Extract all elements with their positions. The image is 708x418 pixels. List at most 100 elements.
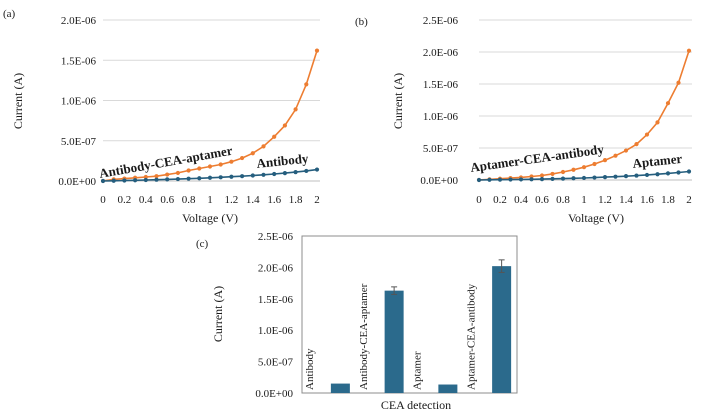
panel-a-point-antibody (186, 176, 191, 181)
panel-a-point-antibody-cea-aptamer (154, 174, 159, 179)
panel-a-point-antibody (293, 170, 298, 175)
panel-b-point-aptamer (560, 176, 566, 181)
panel-b-x-tick-label: 1.2 (598, 194, 612, 206)
panel-b-y-tick-label: 1.5E-06 (423, 79, 459, 91)
panel-c-category-label-aptamer-cea-antibody: Aptamer-CEA-antibody (465, 283, 477, 390)
panel-a-point-antibody-cea-aptamer (272, 134, 277, 139)
panel-b-x-tick-label: 0 (476, 194, 482, 206)
panel-a-point-antibody-cea-aptamer (261, 144, 266, 149)
panel-a-point-antibody (229, 174, 234, 179)
panel-a-point-antibody-cea-aptamer (165, 172, 170, 177)
panel-a-point-antibody-cea-aptamer (218, 162, 223, 167)
panel-b-point-aptamer (518, 177, 524, 182)
panel-a-point-antibody-cea-aptamer (293, 107, 298, 112)
panel-b-point-aptamer-cea-antibody (634, 142, 639, 147)
panel-a-point-antibody (175, 176, 180, 182)
panel-b-series (476, 48, 692, 183)
panel-b-point-aptamer (487, 177, 492, 182)
panel-b-point-aptamer-cea-antibody (655, 120, 660, 125)
panel-b-x-tick-label: 2 (686, 194, 692, 206)
panel-a-point-antibody (133, 178, 138, 183)
panel-c: (c) 0.0E+00 5.0E-07 1.0E-06 1.5E-06 2.0E-06 2… (196, 231, 518, 412)
panel-b-x-tick-label: 0.2 (493, 194, 507, 206)
panel-b-point-aptamer (644, 172, 650, 178)
panel-b-annotation-aptamer: Aptamer (632, 151, 683, 171)
panel-c-y-ticks: 0.0E+00 5.0E-07 1.0E-06 1.5E-06 2.0E-06 2.5E-… (255, 231, 293, 400)
panel-a-point-antibody (154, 177, 159, 182)
panel-b-point-aptamer (476, 177, 482, 183)
panel-b-x-tick-label: 0.4 (514, 194, 528, 206)
panel-b-point-aptamer-cea-antibody (676, 80, 681, 85)
panel-b-x-tick-label: 1.8 (661, 194, 675, 206)
panel-b-x-tick-label: 0.6 (535, 194, 549, 206)
panel-a-point-antibody-cea-aptamer (250, 151, 255, 156)
panel-a-x-tick-label: 0.6 (160, 194, 174, 206)
panel-b-point-aptamer (571, 176, 576, 181)
panel-a-point-antibody-cea-aptamer (240, 155, 245, 161)
panel-b-point-aptamer-cea-antibody (539, 173, 545, 178)
panel-a-x-tick-label: 1.4 (246, 194, 260, 206)
panel-b-x-tick-label: 1.4 (619, 194, 633, 206)
panel-a-point-antibody-cea-aptamer (143, 174, 148, 180)
panel-b-y-tick-label: 2.0E-06 (423, 47, 459, 59)
panel-a-y-tick-label: 1.5E-06 (61, 55, 97, 67)
panel-a-point-antibody (304, 168, 309, 174)
panel-c-category-label-antibody: Antibody (304, 348, 316, 390)
panel-b-y-tick-label: 5.0E-07 (423, 143, 459, 155)
panel-b-x-tick-label: 1.6 (640, 194, 654, 206)
panel-a-point-antibody-cea-aptamer (207, 164, 213, 169)
panel-a-point-antibody (165, 177, 170, 182)
panel-c-label: (c) (196, 238, 209, 250)
panel-c-x-axis-title: CEA detection (381, 398, 451, 412)
panel-a-gridlines (103, 19, 320, 182)
panel-b-point-aptamer-cea-antibody (602, 158, 608, 163)
panel-b-point-aptamer (634, 173, 639, 178)
panel-a-annotation-antibody: Antibody (256, 151, 310, 171)
panel-b-point-aptamer (550, 176, 555, 181)
panel-a-point-antibody-cea-aptamer (314, 48, 320, 53)
panel-a-point-antibody (250, 173, 255, 178)
panel-c-category-label-antibody-cea-aptamer: Antibody-CEA-aptamer (358, 283, 370, 390)
panel-a-point-antibody (100, 178, 106, 184)
panel-b-point-aptamer-cea-antibody (686, 48, 692, 53)
panel-b-point-aptamer-cea-antibody (581, 165, 587, 170)
panel-a-y-tick-label: 1.0E-06 (61, 96, 97, 108)
panel-b-point-aptamer (592, 175, 597, 180)
panel-b-point-aptamer (539, 177, 545, 182)
panel-b-point-aptamer-cea-antibody (665, 101, 671, 106)
panel-b-point-aptamer (665, 171, 671, 176)
panel-b-y-tick-label: 1.0E-06 (423, 111, 459, 123)
panel-b-point-aptamer-cea-antibody (623, 148, 629, 153)
panel-b-point-aptamer (497, 177, 503, 182)
panel-c-y-tick-label: 1.0E-06 (258, 325, 294, 337)
panel-b-point-aptamer-cea-antibody (644, 132, 650, 137)
panel-c-y-tick-label: 2.0E-06 (258, 262, 294, 274)
panel-a-y-tick-label: 2.0E-06 (61, 15, 97, 27)
panel-c-plot-frame (301, 235, 518, 394)
panel-a-point-antibody-cea-aptamer (186, 168, 191, 173)
panel-c-bar-aptamer-cea-antibody (492, 266, 512, 393)
panel-a-point-antibody-cea-aptamer (229, 159, 234, 164)
panel-a-point-antibody (111, 178, 116, 183)
panel-b-point-aptamer (602, 175, 608, 180)
panel-b-point-aptamer (686, 169, 692, 174)
panel-a-point-antibody (122, 178, 127, 183)
panel-b-point-aptamer (508, 177, 513, 182)
panel-a-point-antibody-cea-aptamer (282, 123, 287, 128)
panel-b-point-aptamer-cea-antibody (550, 171, 555, 177)
panel-a-x-tick-label: 1.2 (225, 194, 239, 206)
panel-b-point-aptamer-cea-antibody (613, 153, 618, 158)
panel-a-point-antibody (143, 177, 148, 183)
panel-a-x-ticks: 0 0.2 0.4 0.6 0.8 1 1.2 1.4 1.6 1.8 2 (100, 194, 320, 206)
panel-a-x-tick-label: 2 (314, 194, 320, 206)
panel-a: (a) 0.0E+005.0E-071.0E-061.5E-062.0E-06 … (3, 8, 320, 225)
panel-a-x-axis-title: Voltage (V) (182, 211, 238, 225)
panel-b-point-aptamer (581, 175, 587, 181)
panel-a-y-tick-label: 0.0E+00 (58, 176, 96, 188)
panel-a-x-tick-label: 0 (100, 194, 106, 206)
panel-b-annotation-aptamer-cea-antibody: Aptamer-CEA-antibody (469, 141, 605, 175)
panel-b-x-tick-label: 0.8 (556, 194, 570, 206)
panel-b-y-ticks: 0.0E+00 5.0E-07 1.0E-06 1.5E-06 2.0E-06 2.5E-… (420, 15, 458, 187)
panel-b-gridlines (479, 19, 692, 181)
